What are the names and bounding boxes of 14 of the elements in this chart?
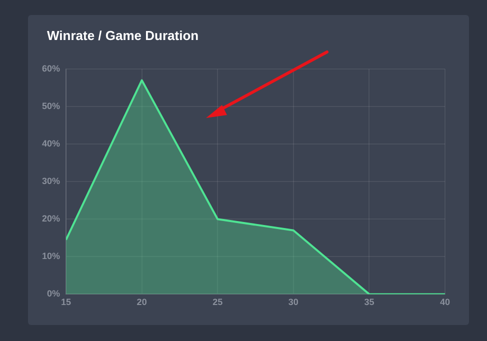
y-tick-label: 10% [42,251,60,262]
x-tick-label: 20 [136,297,147,308]
y-tick-label: 40% [42,138,60,149]
chart-title: Winrate / Game Duration [47,28,199,43]
x-tick-label: 25 [212,297,223,308]
x-tick-label: 40 [440,297,450,308]
y-tick-label: 50% [42,101,60,112]
x-tick-label: 15 [61,297,72,308]
y-tick-label: 60% [42,63,60,74]
x-tick-label: 30 [288,297,298,308]
y-tick-label: 20% [42,214,60,224]
y-tick-label: 0% [47,288,60,299]
x-tick-label: 35 [364,297,374,308]
y-tick-label: 30% [42,176,60,186]
